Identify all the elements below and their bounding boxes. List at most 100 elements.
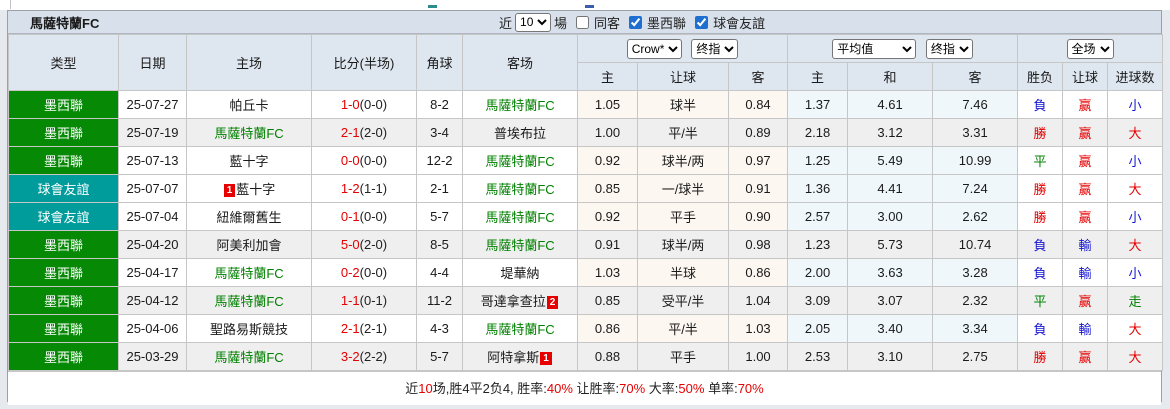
- text-span: (0-0): [359, 265, 388, 280]
- away-team-cell: 馬薩特蘭FC: [462, 314, 578, 343]
- text-span: 0-1: [340, 209, 360, 224]
- odds-home-cell: 1.00: [577, 118, 638, 147]
- odds-handicap-cell: 平手: [637, 202, 729, 231]
- odds-home-cell: 0.88: [577, 342, 638, 371]
- avg-away-cell: 3.31: [932, 118, 1019, 147]
- odds-source-select[interactable]: Crow*: [626, 38, 682, 59]
- text-span: 普埃布拉: [493, 126, 546, 141]
- text-span: 10: [418, 381, 433, 396]
- score-cell: 5-0(2-0): [311, 230, 417, 259]
- corner-cell: 4-4: [416, 258, 463, 287]
- result-wdl-cell: 負: [1017, 90, 1064, 119]
- avg-draw-cell: 4.61: [847, 90, 934, 119]
- text-span: 1-2: [340, 181, 360, 196]
- home-team-cell: 帕丘卡: [186, 90, 312, 119]
- col-header-corner: 角球: [416, 34, 463, 91]
- avg-home-cell: 3.09: [787, 286, 849, 315]
- odds-away-cell: 0.89: [727, 118, 789, 147]
- text-span: 50%: [678, 381, 705, 396]
- league-type-cell: 墨西聯: [8, 230, 119, 259]
- date-cell: 25-03-29: [118, 342, 187, 371]
- avg-home-cell: 2.57: [787, 202, 849, 231]
- result-wdl-cell: 負: [1017, 258, 1064, 287]
- result-wdl-cell: 負: [1017, 314, 1064, 343]
- col-header-date: 日期: [118, 34, 187, 91]
- match-history-table: 类型 日期 主场 比分(半场) 角球 客场 Crow* 终指 平均值: [8, 34, 1164, 371]
- odds-home-cell: 0.85: [577, 174, 638, 203]
- final-index-select-left[interactable]: 终指: [691, 38, 739, 59]
- away-team-cell: 馬薩特蘭FC: [462, 146, 578, 175]
- text-span: 让胜率:: [572, 381, 620, 396]
- avg-home-cell: 2.18: [787, 118, 849, 147]
- score-cell: 2-1(2-0): [311, 118, 417, 147]
- result-group: 全场: [1017, 34, 1164, 63]
- odds-handicap-cell: 平/半: [637, 118, 729, 147]
- match-row: 墨西聯 25-04-20 阿美利加會 5-0(2-0) 8-5 馬薩特蘭FC 0.91 球半/…: [8, 230, 1164, 259]
- text-span: 单率:: [704, 381, 738, 396]
- match-row: 球會友誼 25-07-07 1 藍十字 1-2(1-1) 2-1 馬薩特蘭FC 0.85 一/球…: [8, 174, 1164, 203]
- score-cell: 1-1(0-1): [311, 286, 417, 315]
- match-row: 墨西聯 25-03-29 馬薩特蘭FC 3-2(2-2) 5-7 阿特拿斯 1 0.88 平手 1…: [8, 342, 1164, 371]
- odds-away-cell: 1.00: [727, 342, 789, 371]
- odds-home-cell: 0.86: [577, 314, 638, 343]
- text-span: 阿美利加會: [216, 238, 282, 253]
- result-handicap-cell: 赢: [1062, 342, 1109, 371]
- result-wdl-cell: 勝: [1017, 342, 1064, 371]
- result-handicap-cell: 赢: [1062, 174, 1109, 203]
- full-match-select[interactable]: 全场: [1066, 38, 1114, 59]
- avg-home-cell: 1.23: [787, 230, 849, 259]
- away-team-cell: 阿特拿斯 1: [462, 342, 578, 371]
- text-span: 堤華納: [500, 266, 540, 281]
- average-select[interactable]: 平均值: [832, 38, 917, 59]
- avg-draw-cell: 3.07: [847, 286, 934, 315]
- avg-home-cell: 2.05: [787, 314, 849, 343]
- away-team-cell: 堤華納: [462, 258, 578, 287]
- odds-handicap-cell: 球半/两: [637, 146, 729, 175]
- result-goals-cell: 走: [1107, 286, 1164, 315]
- corner-cell: 12-2: [416, 146, 463, 175]
- result-goals-cell: 小: [1107, 202, 1164, 231]
- corner-cell: 11-2: [416, 286, 463, 315]
- top-strip-border-fragment: [10, 0, 11, 9]
- text-span: 70%: [619, 381, 646, 396]
- mexico-league-label[interactable]: 墨西聯: [647, 15, 687, 31]
- text-span: 1-1: [340, 293, 360, 308]
- text-span: 馬薩特蘭FC: [485, 210, 555, 225]
- odds-handicap-cell: 球半: [637, 90, 729, 119]
- club-friendly-label[interactable]: 球會友誼: [713, 15, 766, 31]
- col-header-away: 客场: [462, 34, 578, 91]
- score-cell: 0-0(0-0): [311, 146, 417, 175]
- same-venue-checkbox[interactable]: [576, 15, 590, 29]
- text-span: 馬薩特蘭FC: [214, 350, 284, 365]
- red-number-badge: 2: [546, 296, 559, 309]
- score-cell: 1-2(1-1): [311, 174, 417, 203]
- avg-away-cell: 2.32: [932, 286, 1019, 315]
- result-goals-cell: 小: [1107, 146, 1164, 175]
- text-span: (2-1): [359, 321, 388, 336]
- result-wdl-cell: 勝: [1017, 118, 1064, 147]
- mexico-league-checkbox[interactable]: [629, 15, 643, 29]
- date-cell: 25-04-17: [118, 258, 187, 287]
- club-friendly-checkbox[interactable]: [695, 15, 709, 29]
- text-span: 哥達拿查拉: [480, 294, 546, 309]
- odds-handicap-cell: 球半/两: [637, 230, 729, 259]
- odds-home-cell: 0.92: [577, 202, 638, 231]
- odds-home-cell: 0.85: [577, 286, 638, 315]
- league-type-cell: 球會友誼: [8, 202, 119, 231]
- avg-away-cell: 2.75: [932, 342, 1019, 371]
- away-team-cell: 普埃布拉: [462, 118, 578, 147]
- result-handicap-cell: 赢: [1062, 286, 1109, 315]
- near-label: 近: [499, 15, 513, 31]
- top-strip: [0, 0, 1170, 10]
- avg-home-cell: 1.37: [787, 90, 849, 119]
- same-venue-label[interactable]: 同客: [594, 15, 621, 31]
- text-span: 3-2: [340, 349, 360, 364]
- final-index-select-right[interactable]: 终指: [925, 38, 973, 59]
- odds-handicap-cell: 平手: [637, 342, 729, 371]
- text-span: (2-0): [359, 237, 388, 252]
- col-header-avg-home: 主: [787, 62, 849, 91]
- result-handicap-cell: 赢: [1062, 146, 1109, 175]
- match-count-select[interactable]: 10: [515, 12, 552, 32]
- date-cell: 25-04-20: [118, 230, 187, 259]
- home-team-cell: 聖路易斯競技: [186, 314, 312, 343]
